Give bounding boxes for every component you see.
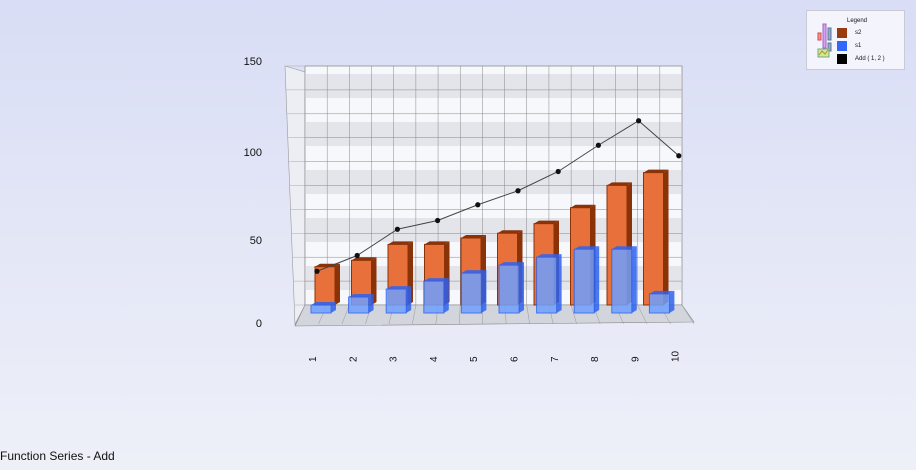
wall-band (305, 122, 682, 146)
bar-s1-side (443, 278, 449, 313)
legend-label: s1 (855, 43, 862, 49)
bar-s1-top (536, 254, 562, 258)
bar-s2-top (534, 220, 559, 224)
bar-s2-top (607, 182, 632, 186)
legend-label: s2 (855, 30, 862, 36)
bar-s1-top (499, 262, 524, 266)
x-tick-label: 5 (469, 356, 480, 362)
legend-swatch (837, 54, 847, 64)
bar-s1 (385, 288, 407, 314)
bar-s1-top (386, 286, 412, 290)
line-point (435, 217, 441, 224)
bar-s1-side (331, 302, 336, 313)
floor-gridline (459, 304, 461, 325)
x-tick-label: 9 (630, 356, 641, 362)
bar-s1-top (461, 270, 487, 274)
bar-s2 (643, 172, 664, 306)
floor-gridline (526, 304, 530, 325)
wall-band (305, 74, 682, 98)
x-tick-label: 6 (510, 356, 521, 362)
bar-s1-side (519, 262, 524, 313)
x-tick-label: 7 (550, 356, 561, 362)
y-tick-label: 150 (244, 56, 262, 68)
legend-swatch (837, 28, 847, 38)
floor-gridline (570, 304, 577, 325)
bar-s1-side (406, 286, 412, 313)
line-add (316, 120, 680, 272)
x-tick-label: 8 (590, 356, 601, 362)
bar-s2-side (371, 257, 377, 305)
y-tick-label: 50 (250, 235, 262, 247)
legend-item-add: Add ( 1, 2 ) (837, 54, 885, 64)
x-tick-label: 2 (348, 356, 359, 362)
line-point (595, 142, 602, 148)
line-point (676, 153, 682, 159)
bar-s2-top (424, 241, 450, 245)
legend: Legend s2 s1 Add ( 1, 2 ) (806, 10, 905, 70)
x-tick-label: 1 (308, 356, 319, 362)
bar-s2-top (351, 257, 377, 261)
bar-s1-side (594, 246, 600, 313)
bar-s1 (310, 304, 332, 314)
legend-chart-icon (817, 23, 832, 58)
y-tick-label: 100 (244, 147, 262, 159)
bar-s1-top (348, 294, 374, 298)
bar-s1 (536, 256, 558, 314)
bar-s1-top (311, 302, 336, 306)
bar-s1 (611, 248, 633, 314)
bar-s1-top (611, 246, 637, 250)
line-point (555, 168, 561, 175)
y-tick-label: 0 (256, 318, 262, 330)
bar-s1 (573, 248, 595, 314)
footer-caption: Function Series - Add (0, 449, 115, 463)
x-tick-label: 3 (389, 356, 400, 362)
bar-s2-side (663, 169, 669, 305)
bar-s1 (498, 264, 520, 314)
x-tick-label: 10 (671, 350, 682, 362)
bar-s1 (460, 272, 482, 314)
line-point (354, 252, 360, 259)
floor-gridline (637, 304, 648, 325)
bar-s1 (648, 293, 670, 314)
line-point (515, 188, 521, 194)
bar-s1-top (649, 290, 675, 294)
legend-label: Add ( 1, 2 ) (855, 56, 885, 62)
bar-s2-top (388, 241, 413, 245)
x-tick-label: 4 (429, 356, 440, 362)
bar-s2-top (497, 230, 523, 234)
bar-s1 (348, 296, 370, 314)
bar-s1-side (368, 294, 374, 313)
bar-s1-side (631, 246, 637, 313)
left-wall (284, 65, 306, 326)
bar-s1-top (574, 246, 600, 250)
legend-item-s1: s1 (837, 41, 861, 51)
bar-s1-side (481, 270, 487, 313)
bar-s1-side (669, 290, 675, 313)
bar-s2-top (643, 169, 669, 173)
legend-swatch (837, 41, 847, 51)
floor-gridline (412, 304, 417, 325)
bar-s1-side (556, 254, 562, 313)
line-point (394, 226, 400, 232)
legend-item-s2: s2 (837, 28, 861, 38)
bar-s1-top (423, 278, 449, 282)
line-point (314, 268, 320, 274)
bar-s1 (423, 280, 445, 314)
bar-s2-top (461, 235, 486, 239)
line-point (636, 118, 642, 124)
bar-s2-top (570, 204, 596, 208)
legend-title: Legend (847, 18, 868, 24)
floor-gridline (294, 304, 306, 325)
bar-s2-side (335, 263, 340, 305)
line-point (475, 202, 481, 208)
floor-gridline (681, 304, 695, 325)
